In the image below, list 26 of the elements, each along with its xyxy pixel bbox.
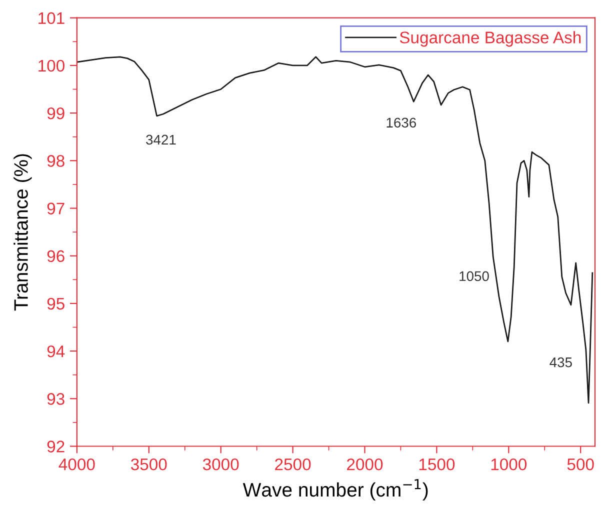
x-axis-title: Wave number (cm$^{−1}$) (242, 479, 428, 501)
x-tick-label: 1500 (419, 458, 455, 470)
annotation: 435 (550, 357, 572, 368)
y-tick-label: 95 (47, 298, 64, 310)
y-axis-title: Transmittance (%) (14, 154, 32, 311)
y-tick-label: 96 (47, 250, 64, 262)
legend-label: Sugarcane Bagasse Ash (400, 31, 581, 47)
x-tick-label: 1000 (491, 458, 527, 470)
x-tick-label: 500 (567, 458, 594, 470)
y-tick-label: 94 (47, 345, 65, 358)
x-tick-label: 4000 (58, 458, 95, 470)
annotation: 1050 (460, 271, 489, 282)
annotation: 3421 (146, 134, 176, 145)
x-tick-label: 3500 (130, 458, 167, 470)
y-tick-label: 93 (47, 393, 64, 405)
x-tick-label: 2500 (275, 458, 311, 470)
y-tick-label: 101 (38, 12, 64, 24)
y-tick-label: 97 (47, 202, 64, 214)
x-tick-label: 3000 (202, 458, 239, 470)
x-tick-label: 2000 (347, 458, 383, 470)
y-tick-label: 100 (38, 60, 64, 72)
line-series (76, 56, 594, 404)
y-tick-label: 99 (47, 107, 64, 120)
annotation: 1636 (386, 118, 416, 128)
y-tick-label: 92 (47, 440, 64, 452)
y-tick-label: 98 (47, 155, 64, 167)
